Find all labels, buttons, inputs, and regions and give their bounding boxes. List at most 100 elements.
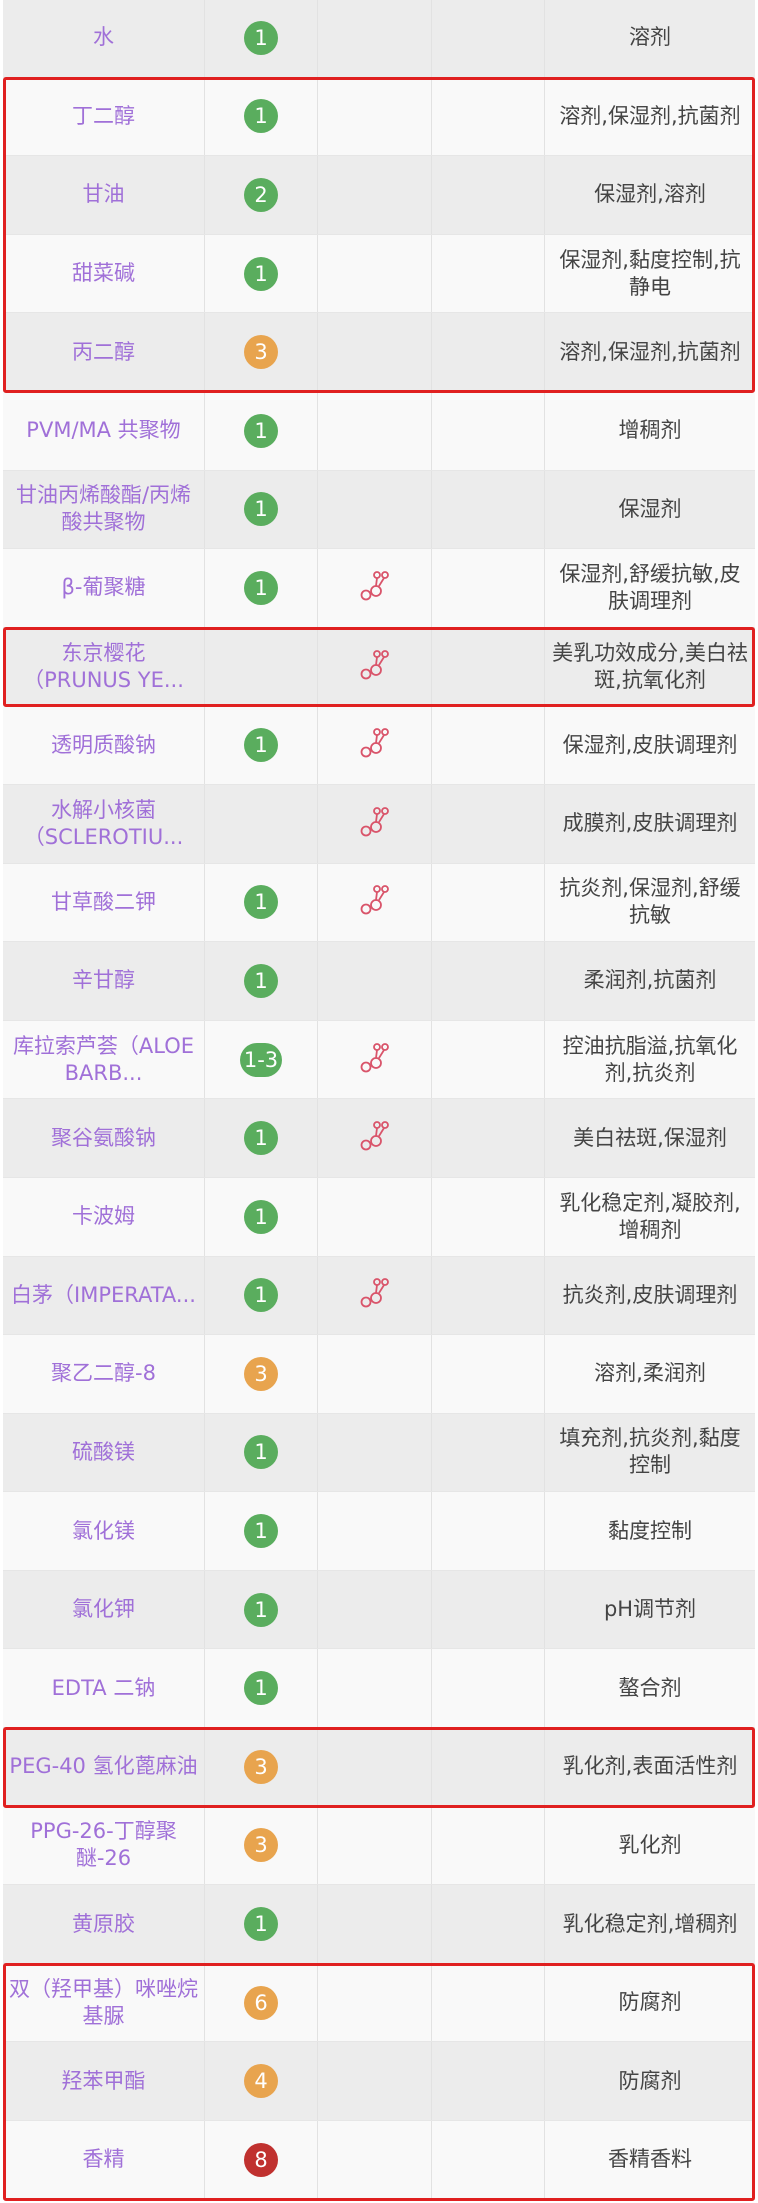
ingredient-name[interactable]: 聚乙二醇-8	[51, 1361, 156, 1386]
safety-score-cell: 6	[205, 1963, 318, 2042]
ingredient-row[interactable]: 东京樱花（PRUNUS YE... 美乳功效成分,美白祛斑,抗氧化剂	[3, 627, 755, 707]
ingredient-row[interactable]: 香精 8 香精香料	[3, 2121, 755, 2200]
safety-score-cell: 3	[205, 1335, 318, 1413]
function-cell: 香精香料	[545, 2121, 755, 2199]
function-cell: 控油抗脂溢,抗氧化剂,抗炎剂	[545, 1021, 755, 1099]
ingredient-row[interactable]: 白茅（IMPERATA... 1 抗炎剂,皮肤调理剂	[3, 1256, 755, 1336]
ingredient-row[interactable]: 氯化镁 1 黏度控制	[3, 1492, 755, 1571]
ingredient-row[interactable]: EDTA 二钠 1 螯合剂	[3, 1649, 755, 1729]
ingredient-name[interactable]: 东京樱花（PRUNUS YE...	[23, 640, 184, 692]
function-cell: 保湿剂,溶剂	[545, 156, 755, 234]
ingredient-name[interactable]: 丁二醇	[72, 103, 135, 128]
safety-score-cell: 1	[205, 942, 318, 1020]
ingredient-name[interactable]: 甘油	[82, 182, 125, 207]
ingredient-row[interactable]: 水解小核菌（SCLEROTIU... 成膜剂,皮肤调理剂	[3, 784, 755, 864]
ingredient-row[interactable]: 聚谷氨酸钠 1 美白祛斑,保湿剂	[3, 1099, 755, 1178]
active-ingredient-cell	[318, 1570, 432, 1649]
ingredient-row[interactable]: 卡波姆 1 乳化稳定剂,凝胶剂,增稠剂	[3, 1177, 755, 1257]
ingredient-function: 乳化稳定剂,增稠剂	[562, 1911, 738, 1936]
molecule-icon	[360, 726, 390, 764]
ingredient-row[interactable]: 丁二醇 1 溶剂,保湿剂,抗菌剂	[3, 77, 755, 157]
ingredient-row[interactable]: 透明质酸钠 1 保湿剂,皮肤调理剂	[3, 706, 755, 785]
ingredient-name[interactable]: 双（羟甲基）咪唑烷基脲	[9, 1976, 198, 2028]
molecule-icon	[360, 569, 390, 607]
ingredient-name[interactable]: PVM/MA 共聚物	[26, 418, 181, 443]
ingredient-function: 乳化剂	[618, 1832, 682, 1857]
ingredient-row[interactable]: PVM/MA 共聚物 1 增稠剂	[3, 391, 755, 471]
acne-risk-cell	[432, 2121, 545, 2199]
acne-risk-cell	[432, 1256, 545, 1335]
ingredient-function: 增稠剂	[618, 418, 682, 443]
ingredient-name[interactable]: 卡波姆	[72, 1204, 135, 1229]
ingredient-name[interactable]: β-葡聚糖	[61, 575, 146, 600]
ingredient-row[interactable]: β-葡聚糖 1 保湿剂,舒缓抗敏,皮肤调理剂	[3, 549, 755, 628]
ingredient-row[interactable]: 聚乙二醇-8 3 溶剂,柔润剂	[3, 1335, 755, 1414]
acne-risk-cell	[432, 1492, 545, 1570]
ingredient-row[interactable]: PPG-26-丁醇聚醚-26 3 乳化剂	[3, 1806, 755, 1886]
active-ingredient-cell	[318, 77, 432, 156]
ingredient-name[interactable]: 氯化镁	[72, 1518, 135, 1543]
active-ingredient-cell	[318, 1020, 432, 1099]
ingredient-row[interactable]: PEG-40 氢化蓖麻油 3 乳化剂,表面活性剂	[3, 1728, 755, 1807]
ingredient-name[interactable]: PPG-26-丁醇聚醚-26	[30, 1819, 177, 1871]
safety-score-cell: 1	[205, 1649, 318, 1728]
acne-risk-cell	[432, 549, 545, 627]
ingredient-name[interactable]: PEG-40 氢化蓖麻油	[9, 1754, 198, 1779]
ingredient-name[interactable]: 聚谷氨酸钠	[51, 1125, 156, 1150]
ingredient-name[interactable]: 水	[93, 25, 114, 50]
active-ingredient-cell	[318, 1177, 432, 1256]
ingredient-row[interactable]: 双（羟甲基）咪唑烷基脲 6 防腐剂	[3, 1963, 755, 2043]
acne-risk-cell	[432, 234, 545, 313]
ingredient-name[interactable]: 甘油丙烯酸酯/丙烯酸共聚物	[15, 483, 192, 535]
ingredient-name[interactable]: 白茅（IMPERATA...	[11, 1282, 196, 1307]
safety-score-cell: 4	[205, 2042, 318, 2121]
safety-score-badge: 3	[244, 1356, 278, 1391]
acne-risk-cell	[432, 1177, 545, 1256]
safety-score-badge: 1	[244, 963, 278, 998]
ingredient-row[interactable]: 甘油 2 保湿剂,溶剂	[3, 156, 755, 235]
ingredient-name[interactable]: 羟苯甲酯	[61, 2068, 146, 2093]
ingredient-row[interactable]: 水 1 溶剂	[3, 0, 755, 78]
ingredient-name[interactable]: 氯化钾	[72, 1597, 135, 1622]
function-cell: 美乳功效成分,美白祛斑,抗氧化剂	[545, 628, 755, 706]
active-ingredient-cell	[318, 1728, 432, 1806]
safety-score-cell: 1	[205, 391, 318, 470]
ingredient-name[interactable]: 甜菜碱	[72, 261, 135, 286]
safety-score-cell	[205, 627, 318, 706]
active-ingredient-cell	[318, 1963, 432, 2042]
ingredient-row[interactable]: 氯化钾 1 pH调节剂	[3, 1570, 755, 1650]
ingredient-function: 溶剂,保湿剂,抗菌剂	[559, 103, 741, 128]
ingredient-name[interactable]: 库拉索芦荟（ALOE BARB...	[12, 1033, 195, 1085]
active-ingredient-cell	[318, 313, 432, 391]
ingredient-row[interactable]: 黄原胶 1 乳化稳定剂,增稠剂	[3, 1885, 755, 1964]
safety-score-cell: 1	[205, 1099, 318, 1177]
active-ingredient-cell	[318, 234, 432, 313]
ingredient-name[interactable]: 透明质酸钠	[51, 732, 156, 757]
ingredient-name-cell: 白茅（IMPERATA...	[3, 1256, 205, 1335]
active-ingredient-cell	[318, 863, 432, 942]
ingredient-function: 美乳功效成分,美白祛斑,抗氧化剂	[552, 640, 748, 692]
ingredient-name[interactable]: 丙二醇	[72, 339, 135, 364]
ingredient-name[interactable]: 香精	[82, 2147, 125, 2172]
ingredient-name[interactable]: 辛甘醇	[72, 968, 135, 993]
ingredient-row[interactable]: 库拉索芦荟（ALOE BARB... 1-3 控油抗脂溢,抗氧化剂,抗炎剂	[3, 1020, 755, 1100]
ingredient-name[interactable]: 水解小核菌（SCLEROTIU...	[23, 797, 184, 849]
ingredient-table: 水 1 溶剂 丁二醇 1 溶剂,保湿剂,抗菌剂 甘油 2 保湿剂,溶剂 甜菜碱 …	[3, 0, 755, 2200]
ingredient-name[interactable]: EDTA 二钠	[51, 1675, 156, 1700]
ingredient-row[interactable]: 丙二醇 3 溶剂,保湿剂,抗菌剂	[3, 313, 755, 392]
ingredient-function: 保湿剂	[618, 496, 682, 521]
ingredient-name[interactable]: 硫酸镁	[72, 1439, 135, 1464]
acne-risk-cell	[432, 313, 545, 391]
ingredient-row[interactable]: 甘草酸二钾 1 抗炎剂,保湿剂,舒缓抗敏	[3, 863, 755, 943]
ingredient-row[interactable]: 辛甘醇 1 柔润剂,抗菌剂	[3, 942, 755, 1021]
ingredient-row[interactable]: 甜菜碱 1 保湿剂,黏度控制,抗静电	[3, 234, 755, 314]
ingredient-name[interactable]: 黄原胶	[72, 1911, 135, 1936]
active-ingredient-cell	[318, 470, 432, 549]
function-cell: 填充剂,抗炎剂,黏度控制	[545, 1414, 755, 1492]
ingredient-row[interactable]: 甘油丙烯酸酯/丙烯酸共聚物 1 保湿剂	[3, 470, 755, 550]
ingredient-name[interactable]: 甘草酸二钾	[51, 889, 156, 914]
ingredient-row[interactable]: 硫酸镁 1 填充剂,抗炎剂,黏度控制	[3, 1413, 755, 1493]
active-ingredient-cell	[318, 2121, 432, 2199]
ingredient-row[interactable]: 羟苯甲酯 4 防腐剂	[3, 2042, 755, 2122]
acne-risk-cell	[432, 0, 545, 77]
